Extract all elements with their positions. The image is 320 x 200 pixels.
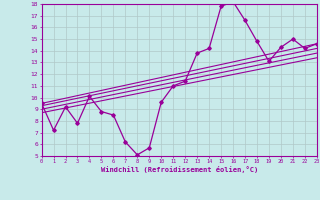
- X-axis label: Windchill (Refroidissement éolien,°C): Windchill (Refroidissement éolien,°C): [100, 166, 258, 173]
